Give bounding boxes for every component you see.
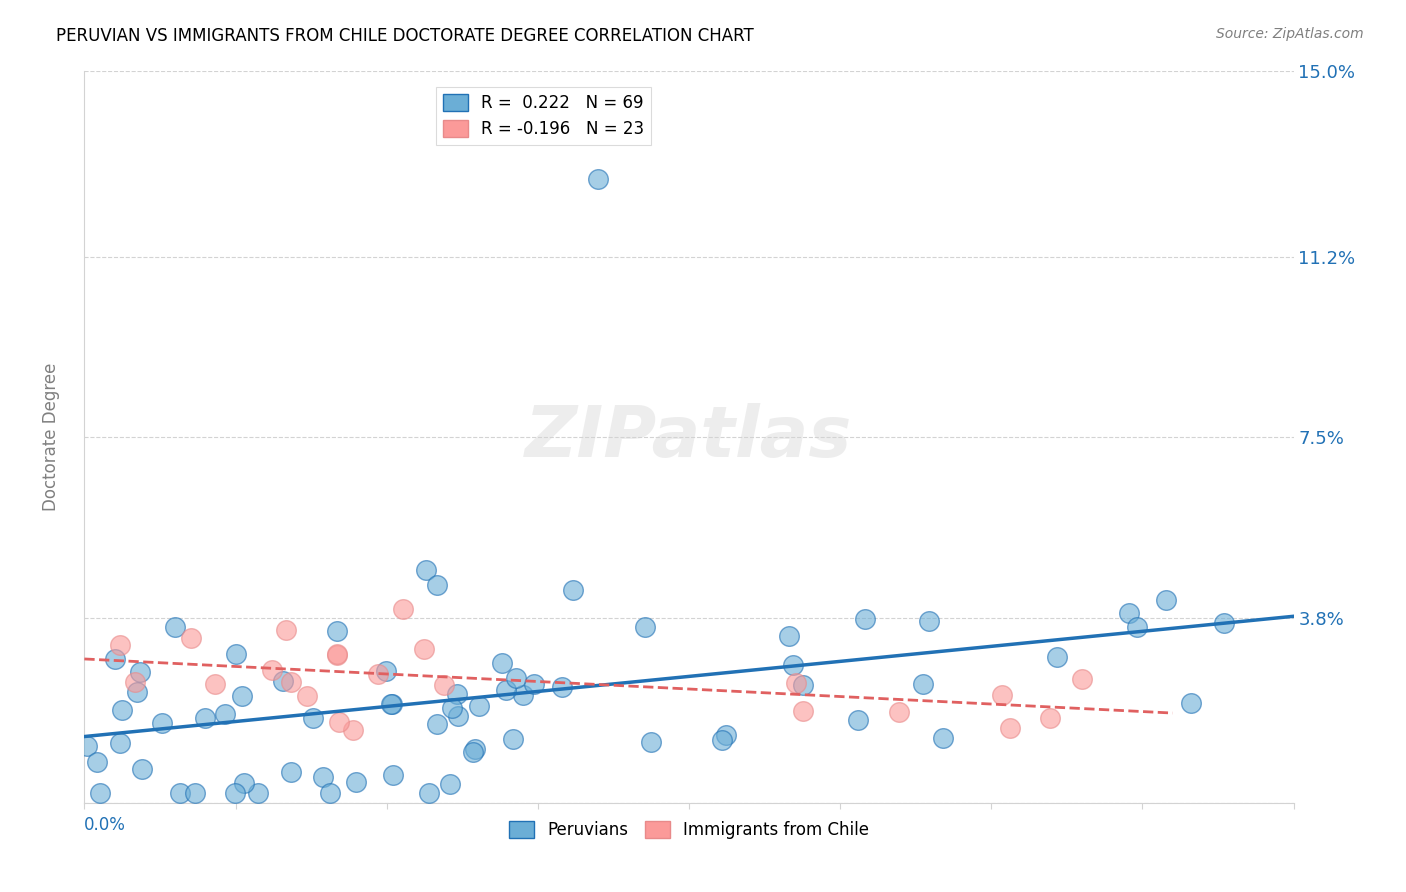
Point	[785, 676, 807, 690]
Point	[312, 770, 335, 784]
Point	[163, 620, 186, 634]
Point	[180, 631, 202, 645]
Point	[413, 642, 436, 657]
Point	[367, 666, 389, 681]
Point	[125, 685, 148, 699]
Point	[512, 688, 534, 702]
Point	[374, 665, 396, 679]
Point	[426, 578, 449, 592]
Point	[184, 786, 207, 800]
Point	[280, 764, 302, 779]
Point	[319, 786, 342, 800]
Point	[1126, 620, 1149, 634]
Point	[326, 624, 349, 639]
Point	[1039, 711, 1062, 725]
Point	[778, 629, 800, 643]
Point	[328, 714, 350, 729]
Point	[468, 698, 491, 713]
Point	[918, 614, 941, 628]
Point	[561, 582, 583, 597]
Point	[129, 665, 152, 680]
Point	[439, 777, 461, 791]
Point	[495, 682, 517, 697]
Point	[150, 715, 173, 730]
Point	[502, 732, 524, 747]
Point	[447, 708, 470, 723]
Point	[418, 786, 440, 800]
Point	[1212, 616, 1234, 631]
Point	[792, 704, 814, 718]
Point	[716, 728, 738, 742]
Point	[271, 673, 294, 688]
Point	[231, 689, 253, 703]
Point	[505, 671, 527, 685]
Point	[550, 680, 572, 694]
Point	[225, 648, 247, 662]
Point	[464, 742, 486, 756]
Point	[426, 717, 449, 731]
Y-axis label: Doctorate Degree: Doctorate Degree	[42, 363, 60, 511]
Point	[297, 689, 319, 703]
Point	[104, 652, 127, 666]
Point	[204, 677, 226, 691]
Point	[280, 675, 302, 690]
Point	[782, 658, 804, 673]
Point	[887, 705, 910, 719]
Point	[381, 697, 404, 711]
Text: ZIPatlas: ZIPatlas	[526, 402, 852, 472]
Point	[391, 602, 413, 616]
Point	[853, 612, 876, 626]
Point	[89, 786, 111, 800]
Legend: Peruvians, Immigrants from Chile: Peruvians, Immigrants from Chile	[502, 814, 876, 846]
Point	[991, 688, 1014, 702]
Point	[711, 732, 734, 747]
Point	[169, 786, 191, 800]
Point	[342, 723, 364, 737]
Point	[326, 648, 349, 662]
Point	[932, 731, 955, 745]
Point	[344, 775, 367, 789]
Point	[491, 657, 513, 671]
Point	[1180, 696, 1202, 710]
Point	[108, 638, 131, 652]
Point	[1118, 606, 1140, 620]
Point	[588, 171, 610, 186]
Point	[523, 677, 546, 691]
Point	[110, 703, 132, 717]
Point	[1071, 672, 1094, 686]
Point	[792, 678, 814, 692]
Point	[76, 739, 98, 753]
Point	[846, 713, 869, 727]
Text: PERUVIAN VS IMMIGRANTS FROM CHILE DOCTORATE DEGREE CORRELATION CHART: PERUVIAN VS IMMIGRANTS FROM CHILE DOCTOR…	[56, 27, 754, 45]
Point	[86, 755, 108, 769]
Point	[276, 624, 298, 638]
Point	[380, 697, 402, 711]
Point	[1000, 721, 1022, 735]
Text: Source: ZipAtlas.com: Source: ZipAtlas.com	[1216, 27, 1364, 41]
Point	[233, 776, 256, 790]
Point	[446, 687, 468, 701]
Point	[461, 745, 484, 759]
Point	[301, 711, 323, 725]
Point	[640, 735, 662, 749]
Point	[432, 678, 454, 692]
Point	[108, 736, 131, 750]
Point	[131, 762, 153, 776]
Point	[1046, 650, 1069, 665]
Point	[194, 711, 217, 725]
Point	[224, 786, 246, 800]
Point	[1156, 593, 1178, 607]
Point	[326, 648, 349, 663]
Point	[246, 786, 269, 800]
Point	[415, 563, 437, 577]
Point	[214, 707, 236, 722]
Point	[262, 663, 284, 677]
Point	[441, 700, 464, 714]
Point	[124, 675, 146, 690]
Text: 0.0%: 0.0%	[84, 816, 127, 834]
Point	[912, 677, 935, 691]
Point	[633, 620, 655, 634]
Point	[381, 768, 404, 782]
